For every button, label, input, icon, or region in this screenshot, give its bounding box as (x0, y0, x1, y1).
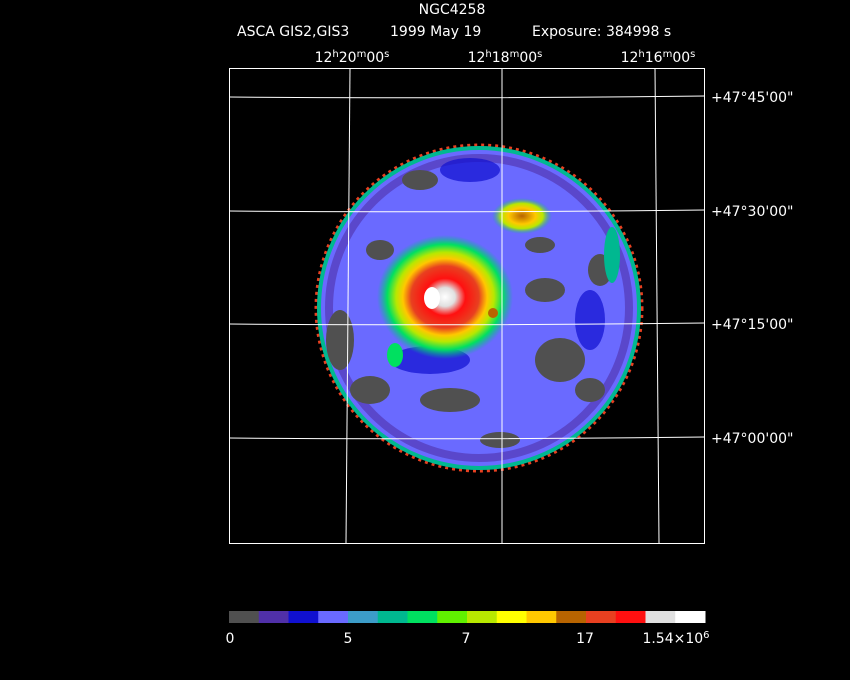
superscript: h (332, 49, 338, 60)
colorbar-label: 7 (462, 631, 471, 647)
colorbar-cell (675, 611, 706, 623)
colorbar-cell (586, 611, 617, 623)
colorbar-cell (229, 611, 260, 623)
superscript: m (510, 49, 520, 60)
colorbar-cell (467, 611, 498, 623)
superscript: h (638, 49, 644, 60)
instrument: ASCA GIS2,GIS3 (237, 24, 349, 40)
colorbar-label: 1.54×106 (642, 630, 709, 647)
frame (229, 68, 705, 544)
dec-grid-line (228, 322, 706, 326)
colorbar-cell (377, 611, 408, 623)
coordinate-grid (228, 67, 706, 544)
exposure: Exposure: 384998 s (532, 24, 671, 40)
colorbar-cell (348, 611, 379, 623)
text-part: 7 (462, 631, 471, 647)
text-part: 5 (344, 631, 353, 647)
text-part: 17 (576, 631, 594, 647)
dec-label: +47°45'00" (711, 90, 793, 106)
colorbar-label: 0 (226, 631, 235, 647)
text-part: 00 (672, 50, 690, 66)
ra-grid-line (654, 67, 660, 544)
superscript: s (537, 49, 542, 60)
colorbar-cell (556, 611, 587, 623)
colorbar-cell (496, 611, 527, 623)
colorbar-cell (288, 611, 319, 623)
title: NGC4258 (419, 2, 486, 18)
colorbar-label: 17 (576, 631, 594, 647)
text-part: 20 (339, 50, 357, 66)
superscript: m (663, 49, 673, 60)
text-part: 16 (645, 50, 663, 66)
superscript: h (485, 49, 491, 60)
dec-label: +47°30'00" (711, 204, 793, 220)
colorbar-label: 5 (344, 631, 353, 647)
dec-label: +47°15'00" (711, 317, 793, 333)
colorbar-cell (645, 611, 676, 623)
date: 1999 May 19 (390, 24, 481, 40)
colorbar-cell (526, 611, 557, 623)
text-part: 00 (366, 50, 384, 66)
dec-grid-line (228, 436, 706, 440)
colorbar-cell (318, 611, 349, 623)
superscript: s (384, 49, 389, 60)
text-part: 18 (492, 50, 510, 66)
superscript: 6 (703, 630, 709, 641)
colorbar-cell (407, 611, 438, 623)
text-part: 12 (315, 50, 333, 66)
xray-image (314, 143, 644, 473)
colorbar: 0 5 7 17 1.54×106 (226, 611, 710, 647)
ra-label: 12h18m00s (468, 49, 543, 66)
colorbar-cell (437, 611, 468, 623)
text-part: 12 (468, 50, 486, 66)
text-part: 12 (621, 50, 639, 66)
colorbar-cell (615, 611, 646, 623)
ra-label: 12h16m00s (621, 49, 696, 66)
edge (314, 143, 644, 473)
text-part: 0 (226, 631, 235, 647)
ra-labels: 12h20m00s 12h18m00s 12h16m00s (315, 49, 696, 66)
text-part: 1.54×10 (642, 631, 703, 647)
dec-label: +47°00'00" (711, 431, 793, 447)
superscript: s (690, 49, 695, 60)
colorbar-cell (258, 611, 289, 623)
ra-label: 12h20m00s (315, 49, 390, 66)
text-part: 00 (519, 50, 537, 66)
ra-grid-line (345, 67, 351, 544)
dec-grid-line (228, 209, 706, 213)
superscript: m (357, 49, 367, 60)
dec-labels: +47°45'00" +47°30'00" +47°15'00" +47°00'00" (711, 90, 793, 447)
dec-grid-line (228, 95, 706, 99)
